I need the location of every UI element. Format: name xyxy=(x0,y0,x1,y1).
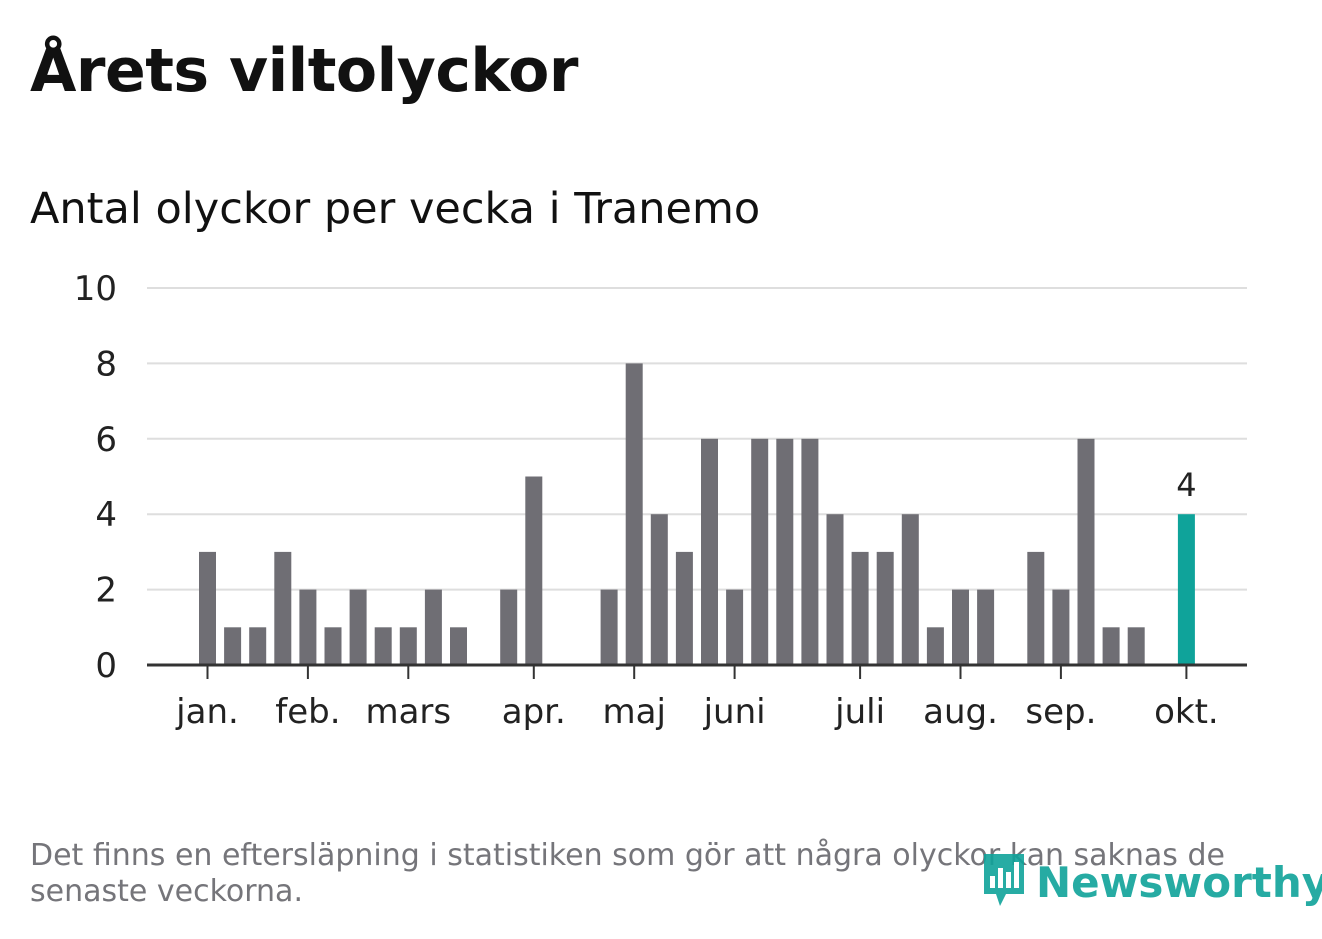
newsworthy-logo: Newsworthy xyxy=(980,850,1322,914)
bar-chart: 0 2 4 6 8 10 jan. feb. mars apr. maj juni juli aug. s… xyxy=(74,269,1247,732)
bar xyxy=(450,627,467,665)
grid-lines xyxy=(147,287,1247,591)
x-tick-label: mars xyxy=(365,692,451,732)
bar xyxy=(324,627,342,665)
y-tick-label: 2 xyxy=(95,571,117,611)
x-tick-label: juli xyxy=(834,692,885,732)
x-tick-label: jan. xyxy=(175,692,239,732)
bar xyxy=(199,551,216,665)
data-label: 4 xyxy=(1176,466,1196,504)
y-tick-label: 0 xyxy=(95,646,117,686)
bar xyxy=(1127,627,1145,665)
bar xyxy=(901,514,919,665)
bar xyxy=(801,438,819,665)
chart-title: Årets viltolyckor xyxy=(30,36,579,106)
bar xyxy=(650,514,668,665)
bar xyxy=(726,589,744,665)
bar xyxy=(349,589,367,665)
bar xyxy=(299,589,317,665)
y-axis-ticks: 0 2 4 6 8 10 xyxy=(74,269,117,686)
bar xyxy=(776,438,794,665)
bar xyxy=(675,551,693,665)
bar xyxy=(701,438,718,665)
x-tick-label: apr. xyxy=(502,692,566,732)
bar xyxy=(1052,589,1070,665)
bar xyxy=(1027,551,1045,665)
y-tick-label: 8 xyxy=(95,344,117,384)
chart-subtitle: Antal olyckor per vecka i Tranemo xyxy=(30,184,761,234)
bar xyxy=(876,551,894,665)
bar xyxy=(851,551,869,665)
x-tick-label: aug. xyxy=(923,692,998,732)
bar xyxy=(826,514,844,665)
bar xyxy=(952,589,969,665)
x-axis-ticks: jan. feb. mars apr. maj juni juli aug. sep. okt. xyxy=(175,665,1219,732)
bar xyxy=(600,589,618,665)
bar xyxy=(977,589,995,665)
bar xyxy=(274,551,292,665)
x-tick-label: juni xyxy=(703,692,766,732)
bar xyxy=(374,627,392,665)
logo-text: Newsworthy xyxy=(1036,857,1322,907)
bar xyxy=(1077,438,1095,665)
x-tick-label: feb. xyxy=(275,692,340,732)
bar xyxy=(926,627,944,665)
bar xyxy=(1102,627,1120,665)
x-tick-label: maj xyxy=(602,692,665,732)
bar xyxy=(751,438,769,665)
bar xyxy=(224,627,242,665)
bar-highlight xyxy=(1177,514,1195,665)
data-labels: 4 xyxy=(1176,466,1196,504)
x-tick-label: sep. xyxy=(1025,692,1096,732)
footnote: Det finns en eftersläpning i statistiken… xyxy=(30,838,1225,909)
bar xyxy=(399,627,417,665)
y-tick-label: 10 xyxy=(74,269,117,309)
bar xyxy=(625,363,643,665)
logo-icon xyxy=(980,850,1028,914)
bar xyxy=(424,589,442,665)
bar xyxy=(500,589,518,665)
bar xyxy=(249,627,267,665)
bars xyxy=(199,363,1195,665)
x-tick-label: okt. xyxy=(1154,692,1219,732)
y-tick-label: 6 xyxy=(95,420,117,460)
bar xyxy=(525,476,543,665)
y-tick-label: 4 xyxy=(95,495,117,535)
